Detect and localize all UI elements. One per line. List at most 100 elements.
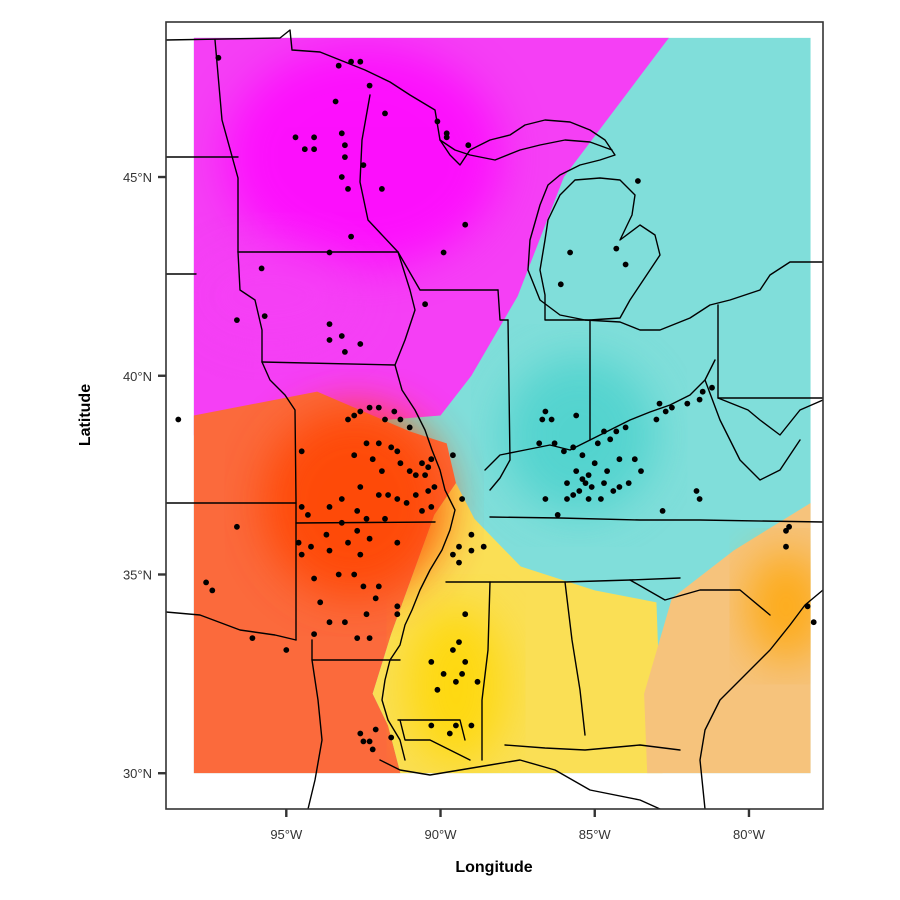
michigan-outline (539, 177, 661, 321)
station-point (338, 519, 345, 526)
station-point (696, 496, 703, 502)
y-tick-label: 45°N (123, 170, 152, 185)
ky-tn-border (489, 516, 823, 523)
station-point (601, 480, 607, 486)
station-point (783, 527, 789, 534)
station-point (326, 321, 333, 327)
station-point (234, 317, 240, 323)
station-point (557, 281, 564, 288)
mn-wi-border (359, 94, 499, 291)
station-point (366, 535, 373, 542)
station-point (357, 730, 364, 737)
station-point (622, 424, 629, 431)
station-point (308, 543, 314, 550)
station-point (366, 404, 373, 411)
x-tick-label: 90°W (425, 827, 458, 842)
station-point (453, 678, 459, 685)
station-point (616, 456, 623, 463)
station-point (345, 539, 351, 546)
station-point (446, 730, 453, 737)
station-point (391, 408, 398, 415)
station-point (613, 245, 620, 252)
station-point (298, 504, 305, 510)
station-point (564, 480, 570, 486)
station-point (709, 384, 715, 391)
station-point (576, 488, 583, 494)
station-point (385, 492, 391, 498)
station-point (342, 349, 348, 355)
station-point (434, 686, 441, 693)
station-point (379, 186, 385, 192)
il-in-border (489, 319, 511, 491)
station-point (366, 82, 373, 89)
station-point (653, 416, 660, 423)
station-point (588, 484, 595, 490)
station-point (462, 611, 469, 618)
station-point (570, 492, 577, 498)
station-point (397, 460, 404, 467)
station-point (428, 456, 435, 463)
wv-border (704, 379, 801, 481)
station-point (382, 515, 388, 522)
station-point (419, 460, 425, 467)
station-point (422, 301, 428, 308)
station-point (412, 472, 419, 478)
station-point (536, 440, 543, 447)
station-point (357, 484, 364, 490)
station-point (394, 611, 401, 618)
station-point (351, 571, 358, 578)
station-point (372, 726, 379, 733)
station-point (311, 134, 317, 141)
station-point (465, 142, 472, 149)
station-point (554, 512, 561, 518)
station-point (175, 416, 182, 423)
station-point (456, 639, 462, 645)
station-point (394, 539, 401, 546)
y-tick-label: 40°N (123, 369, 152, 384)
station-point (459, 496, 465, 502)
station-point (298, 551, 305, 558)
station-point (582, 480, 589, 486)
station-point (594, 440, 601, 447)
station-point (372, 595, 379, 602)
station-point (397, 416, 404, 423)
station-point (348, 233, 354, 240)
station-point (456, 543, 462, 550)
station-point (258, 265, 265, 272)
station-point (468, 547, 475, 554)
station-point (564, 496, 570, 502)
station-point (480, 543, 487, 550)
station-point (810, 619, 817, 626)
station-point (366, 635, 373, 641)
station-point (428, 659, 435, 665)
station-point (363, 440, 370, 447)
station-point (440, 671, 447, 677)
gulf-coast (379, 759, 661, 809)
station-point (443, 134, 450, 141)
station-point (301, 146, 308, 153)
station-point (342, 154, 348, 161)
station-point (585, 472, 592, 478)
station-point (323, 531, 330, 538)
station-point (360, 162, 367, 169)
station-point (804, 603, 811, 610)
station-point (375, 440, 382, 447)
station-point (366, 738, 373, 745)
station-point (601, 428, 607, 435)
station-point (357, 408, 364, 415)
station-point (573, 412, 580, 419)
station-point (431, 484, 438, 490)
mn-west-border (214, 39, 239, 253)
station-point (422, 472, 428, 478)
y-tick-label: 35°N (123, 567, 152, 582)
al-ga-border (564, 581, 586, 736)
y-axis-title: Latitude (77, 384, 94, 446)
station-point (335, 571, 342, 578)
station-point (598, 496, 604, 502)
station-point (542, 408, 549, 415)
ia-mo-border (261, 361, 396, 366)
station-point (375, 492, 382, 498)
station-point (311, 631, 317, 637)
station-point (456, 559, 462, 566)
station-point (419, 508, 425, 514)
